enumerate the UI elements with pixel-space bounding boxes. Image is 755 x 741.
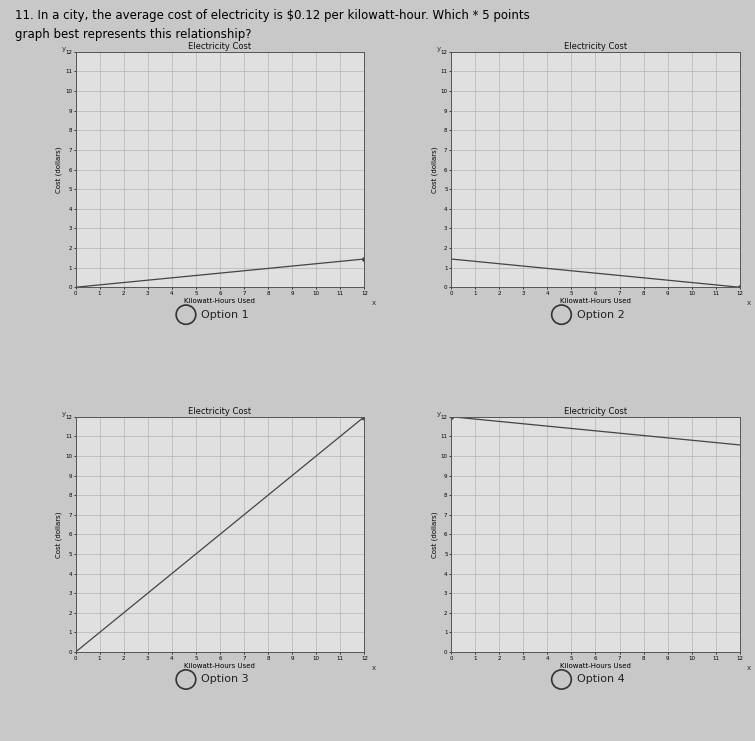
Y-axis label: Cost (dollars): Cost (dollars) <box>56 146 62 193</box>
Y-axis label: Cost (dollars): Cost (dollars) <box>56 511 62 558</box>
Title: Electricity Cost: Electricity Cost <box>564 407 627 416</box>
X-axis label: Kilowatt-Hours Used: Kilowatt-Hours Used <box>184 299 255 305</box>
Text: Option 3: Option 3 <box>201 674 248 685</box>
Text: y: y <box>437 46 441 52</box>
Title: Electricity Cost: Electricity Cost <box>188 42 251 51</box>
Text: Option 2: Option 2 <box>577 310 624 319</box>
Text: Option 1: Option 1 <box>201 310 248 319</box>
Text: x: x <box>747 300 751 306</box>
Text: y: y <box>437 411 441 416</box>
Text: y: y <box>61 411 66 416</box>
Text: x: x <box>371 300 376 306</box>
X-axis label: Kilowatt-Hours Used: Kilowatt-Hours Used <box>184 663 255 669</box>
Text: 11. In a city, the average cost of electricity is $0.12 per kilowatt-hour. Which: 11. In a city, the average cost of elect… <box>15 9 530 22</box>
Title: Electricity Cost: Electricity Cost <box>564 42 627 51</box>
Text: y: y <box>61 46 66 52</box>
Text: Option 4: Option 4 <box>577 674 624 685</box>
Text: graph best represents this relationship?: graph best represents this relationship? <box>15 28 251 41</box>
Y-axis label: Cost (dollars): Cost (dollars) <box>431 146 438 193</box>
Title: Electricity Cost: Electricity Cost <box>188 407 251 416</box>
Y-axis label: Cost (dollars): Cost (dollars) <box>431 511 438 558</box>
X-axis label: Kilowatt-Hours Used: Kilowatt-Hours Used <box>560 663 631 669</box>
Text: x: x <box>371 665 376 671</box>
X-axis label: Kilowatt-Hours Used: Kilowatt-Hours Used <box>560 299 631 305</box>
Text: x: x <box>747 665 751 671</box>
